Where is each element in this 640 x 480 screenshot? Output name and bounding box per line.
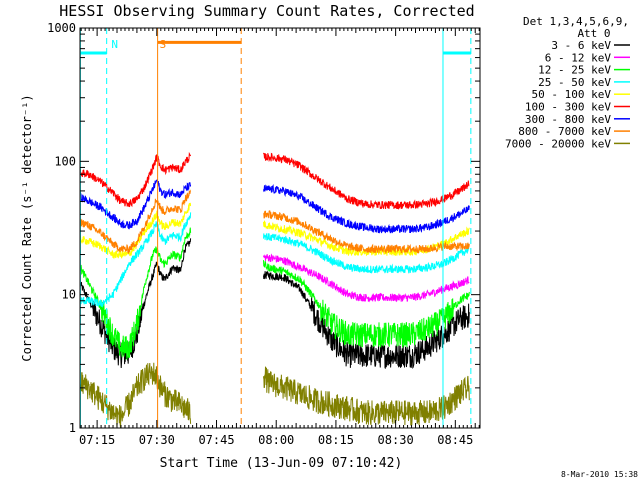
y-tick-label: 10	[62, 288, 76, 302]
legend-label-7000-20000-kev: 7000 - 20000 keV	[505, 137, 611, 150]
legend-label-800-7000-kev: 800 - 7000 keV	[518, 125, 611, 138]
series-layer	[79, 151, 470, 429]
series-25-50-kev-segment-2	[263, 233, 470, 274]
legend-header-line2: Att 0	[577, 27, 610, 40]
x-tick-label: 08:45	[437, 433, 473, 447]
x-tick-label: 08:15	[318, 433, 354, 447]
y-tick-label: 1	[69, 421, 76, 435]
legend-label-3-6-kev: 3 - 6 keV	[551, 39, 611, 52]
legend-header-line1: Det 1,3,4,5,6,9,	[523, 15, 629, 28]
legend-label-25-50-kev: 25 - 50 keV	[538, 76, 611, 89]
legend-label-12-25-kev: 12 - 25 keV	[538, 64, 611, 77]
series-25-50-kev-segment-1	[79, 212, 192, 308]
y-tick-label: 1000	[47, 21, 76, 35]
series-7000-20000-kev-segment-1	[79, 362, 192, 429]
chart-title: HESSI Observing Summary Count Rates, Cor…	[59, 2, 474, 20]
x-tick-label: 07:15	[79, 433, 115, 447]
x-tick-label: 07:30	[139, 433, 175, 447]
series-800-7000-kev-segment-1	[79, 189, 192, 255]
legend-label-6-12-kev: 6 - 12 keV	[545, 51, 612, 64]
legend-label-50-100-kev: 50 - 100 keV	[532, 88, 612, 101]
x-tick-label: 08:30	[378, 433, 414, 447]
series-7000-20000-kev-segment-2	[263, 366, 470, 426]
series-6-12-kev-segment-2	[263, 253, 470, 303]
series-12-25-kev-segment-2	[263, 260, 470, 348]
series-300-800-kev-segment-2	[263, 184, 470, 234]
date-stamp: 8-Mar-2010 15:38	[561, 470, 638, 479]
annotation-n: N	[111, 38, 118, 51]
legend-label-100-300-kev: 100 - 300 keV	[525, 101, 611, 114]
y-tick-label: 100	[54, 154, 76, 168]
series-100-300-kev-segment-2	[263, 152, 470, 210]
series-50-100-kev-segment-1	[79, 202, 192, 260]
x-tick-label: 07:45	[198, 433, 234, 447]
x-tick-label: 08:00	[258, 433, 294, 447]
series-800-7000-kev-segment-2	[263, 210, 470, 254]
tick-layer: 07:15 07:30 07:45 08:00 08:15 08:30 08:45 1 10 10…	[47, 21, 480, 447]
y-axis-label: Corrected Count Rate (s⁻¹ detector⁻¹)	[20, 94, 34, 361]
legend-label-300-800-kev: 300 - 800 keV	[525, 113, 611, 126]
annotation-s: S	[160, 38, 167, 51]
x-axis-label: Start Time (13-Jun-09 07:10:42)	[160, 456, 403, 471]
series-300-800-kev-segment-1	[79, 178, 192, 230]
series-3-6-kev-segment-2	[263, 271, 470, 370]
series-100-300-kev-segment-1	[79, 151, 192, 208]
